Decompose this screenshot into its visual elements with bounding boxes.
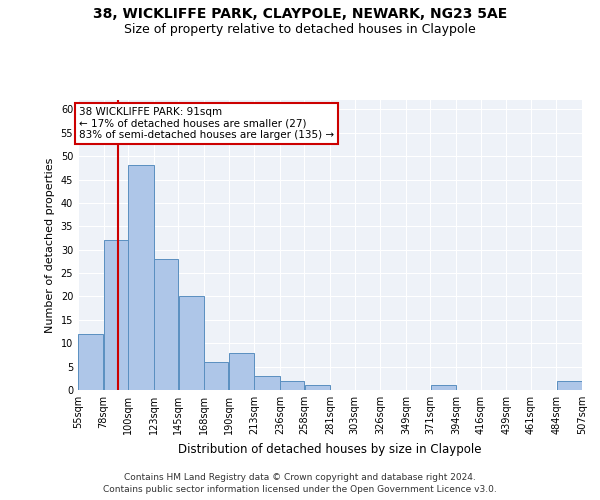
Text: Contains HM Land Registry data © Crown copyright and database right 2024.: Contains HM Land Registry data © Crown c…	[124, 472, 476, 482]
Bar	[557, 380, 582, 390]
Bar	[280, 380, 304, 390]
Text: Size of property relative to detached houses in Claypole: Size of property relative to detached ho…	[124, 22, 476, 36]
Bar	[229, 352, 254, 390]
Text: Contains public sector information licensed under the Open Government Licence v3: Contains public sector information licen…	[103, 485, 497, 494]
Text: 38 WICKLIFFE PARK: 91sqm
← 17% of detached houses are smaller (27)
83% of semi-d: 38 WICKLIFFE PARK: 91sqm ← 17% of detach…	[79, 107, 334, 140]
Y-axis label: Number of detached properties: Number of detached properties	[45, 158, 55, 332]
Bar	[254, 376, 280, 390]
Text: 38, WICKLIFFE PARK, CLAYPOLE, NEWARK, NG23 5AE: 38, WICKLIFFE PARK, CLAYPOLE, NEWARK, NG…	[93, 8, 507, 22]
Bar	[305, 386, 330, 390]
Bar	[431, 386, 456, 390]
Bar	[204, 362, 228, 390]
Bar	[104, 240, 128, 390]
Bar	[179, 296, 204, 390]
Text: Distribution of detached houses by size in Claypole: Distribution of detached houses by size …	[178, 442, 482, 456]
Bar	[128, 166, 154, 390]
Bar	[154, 259, 178, 390]
Bar	[78, 334, 103, 390]
